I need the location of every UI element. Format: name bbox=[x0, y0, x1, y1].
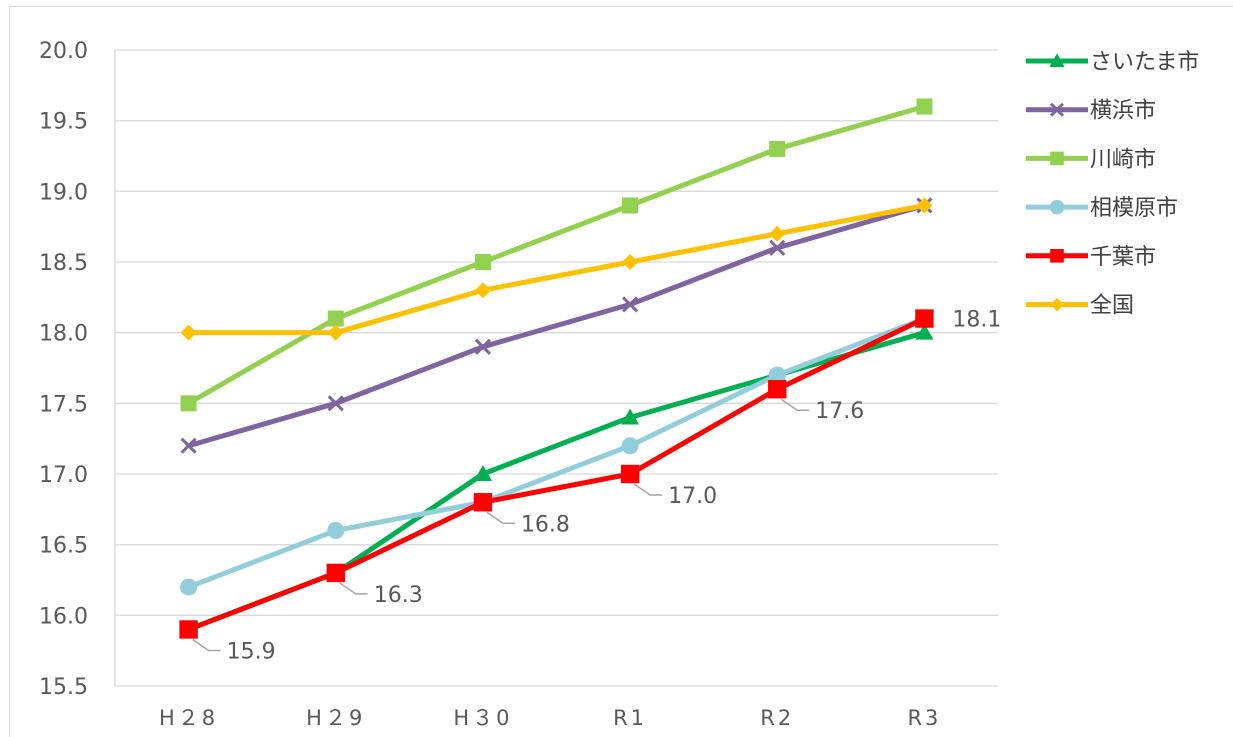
data-label: 16.8 bbox=[521, 512, 570, 537]
series-4 bbox=[179, 309, 934, 639]
data-point bbox=[327, 395, 344, 412]
data-point bbox=[180, 578, 198, 596]
data-point-stroke bbox=[180, 437, 197, 454]
y-tick-label: 19.0 bbox=[39, 180, 88, 205]
legend-item: さいたま市 bbox=[1026, 50, 1199, 75]
legend-item: 川崎市 bbox=[1026, 147, 1156, 172]
data-point bbox=[473, 465, 492, 481]
legend-label: 相模原市 bbox=[1090, 196, 1178, 221]
data-point bbox=[1050, 249, 1064, 263]
data-point bbox=[474, 338, 491, 355]
data-point bbox=[769, 225, 786, 242]
y-tick-label: 17.0 bbox=[39, 463, 88, 488]
data-point bbox=[1049, 53, 1065, 67]
data-label-leader bbox=[192, 638, 221, 652]
data-point bbox=[916, 197, 933, 214]
data-point bbox=[1049, 102, 1065, 117]
data-point bbox=[915, 309, 934, 328]
data-point bbox=[326, 563, 345, 583]
data-point bbox=[620, 464, 640, 484]
data-label-leader bbox=[339, 582, 368, 595]
data-point bbox=[622, 296, 639, 313]
data-label: 18.1 bbox=[952, 308, 1001, 333]
data-point bbox=[1049, 199, 1065, 215]
data-point-stroke bbox=[769, 239, 786, 256]
data-point-stroke bbox=[474, 338, 491, 355]
data-label-leader bbox=[780, 398, 810, 411]
data-point bbox=[180, 395, 197, 412]
x-tick-label: R1 bbox=[613, 706, 647, 730]
y-tick-label: 16.0 bbox=[39, 604, 88, 629]
data-point bbox=[622, 254, 639, 270]
data-point bbox=[180, 324, 197, 341]
series-5 bbox=[180, 197, 933, 341]
data-point bbox=[621, 408, 640, 425]
data-point-stroke bbox=[622, 296, 639, 313]
data-point bbox=[179, 620, 198, 639]
data-point bbox=[473, 493, 493, 512]
x-tick-label: H３0 bbox=[453, 706, 512, 730]
series-3 bbox=[180, 310, 933, 596]
data-label: 17.6 bbox=[815, 399, 864, 424]
legend-item: 横浜市 bbox=[1026, 99, 1156, 124]
x-tick-label: H２8 bbox=[159, 706, 218, 730]
series-line bbox=[187, 316, 926, 590]
data-point bbox=[622, 197, 639, 214]
y-tick-label: 20.0 bbox=[39, 39, 88, 64]
data-label-leader bbox=[633, 483, 663, 496]
data-point bbox=[180, 437, 197, 454]
legend-label: 全国 bbox=[1090, 294, 1134, 319]
data-label: 17.0 bbox=[668, 484, 717, 509]
data-point-stroke bbox=[1049, 102, 1065, 117]
data-point bbox=[327, 324, 344, 341]
data-point-stroke bbox=[327, 395, 344, 412]
data-point bbox=[327, 310, 344, 327]
series-line bbox=[188, 203, 925, 336]
data-label-leader bbox=[486, 511, 515, 525]
data-point bbox=[915, 323, 934, 340]
data-label: 15.9 bbox=[227, 639, 276, 664]
data-point bbox=[474, 282, 491, 299]
y-tick-label: 18.0 bbox=[39, 322, 88, 347]
series-line bbox=[187, 316, 926, 632]
series-line bbox=[187, 203, 926, 449]
x-tick-label: H２9 bbox=[306, 706, 365, 730]
y-tick-label: 17.5 bbox=[39, 392, 88, 417]
chart-frame bbox=[9, 6, 1233, 737]
data-point bbox=[621, 437, 639, 455]
legend-label: 川崎市 bbox=[1090, 147, 1156, 172]
legend-item: 全国 bbox=[1026, 294, 1134, 319]
legend-item: 千葉市 bbox=[1026, 245, 1156, 270]
y-tick-label: 19.5 bbox=[39, 110, 88, 135]
data-point bbox=[769, 239, 786, 256]
data-point bbox=[1050, 151, 1064, 166]
data-point bbox=[916, 98, 933, 115]
x-tick-label: R3 bbox=[907, 706, 941, 730]
legend-item: 相模原市 bbox=[1026, 196, 1178, 221]
x-tick-label: R2 bbox=[760, 706, 794, 730]
y-tick-label: 18.5 bbox=[39, 251, 88, 276]
data-point bbox=[1050, 297, 1064, 312]
data-point bbox=[769, 140, 786, 157]
y-tick-label: 15.5 bbox=[39, 675, 88, 700]
data-point bbox=[768, 366, 786, 384]
data-point bbox=[768, 380, 787, 399]
data-point bbox=[474, 254, 491, 270]
data-point bbox=[327, 522, 345, 540]
legend-label: 横浜市 bbox=[1090, 99, 1156, 124]
legend-label: 千葉市 bbox=[1090, 245, 1156, 270]
y-tick-label: 16.5 bbox=[39, 534, 88, 559]
data-label: 16.3 bbox=[374, 583, 423, 608]
legend-label: さいたま市 bbox=[1090, 50, 1199, 75]
